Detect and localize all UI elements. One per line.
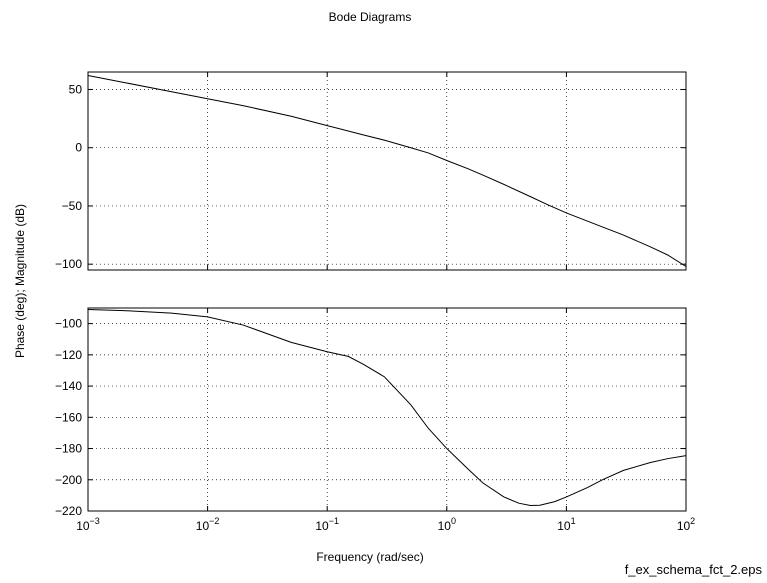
- phase-ytick-label: −180: [55, 442, 82, 456]
- phase-curve: [87, 309, 687, 507]
- phase-xtick-label: 100: [438, 516, 456, 533]
- magnitude-series: [87, 74, 687, 267]
- figure-title: Bode Diagrams: [329, 10, 412, 24]
- phase-ytick-label: −200: [55, 473, 82, 487]
- phase-xtick-label: 102: [677, 516, 695, 533]
- y-axis-label: Phase (deg); Magnitude (dB): [13, 204, 27, 358]
- phase-ytick-label: −140: [55, 379, 82, 393]
- phase-ticks: [87, 308, 687, 512]
- magnitude-curve: [87, 74, 687, 267]
- magnitude-axes-box: [87, 71, 687, 271]
- magnitude-ytick-label: 0: [75, 141, 82, 155]
- phase-xtick-label: 10−1: [315, 516, 339, 533]
- magnitude-tick-labels: 50 0 −50 −100: [55, 82, 82, 271]
- x-axis-label: Frequency (rad/sec): [316, 550, 423, 564]
- magnitude-ytick-label: −100: [55, 257, 82, 271]
- phase-axes-box: [87, 307, 687, 512]
- magnitude-ytick-label: 50: [69, 82, 83, 96]
- phase-xtick-label: 101: [557, 516, 575, 533]
- footer-filename: f_ex_schema_fct_2.eps: [625, 562, 763, 577]
- phase-ytick-label: −120: [55, 348, 82, 362]
- phase-tick-labels: 10−3 10−2 10−1 100 101 102 −100 −120 −140 −160 −18…: [55, 317, 695, 533]
- phase-xtick-label: 10−3: [76, 516, 100, 533]
- magnitude-ticks: [87, 72, 687, 270]
- magnitude-ytick-label: −50: [62, 199, 83, 213]
- phase-ytick-label: −220: [55, 504, 82, 518]
- phase-xtick-label: 10−2: [196, 516, 220, 533]
- phase-ytick-label: −160: [55, 410, 82, 424]
- magnitude-grid: [88, 72, 686, 270]
- phase-series: [87, 309, 687, 507]
- magnitude-plot: 50 0 −50 −100: [55, 71, 687, 271]
- phase-plot: 10−3 10−2 10−1 100 101 102 −100 −120 −140 −160 −18…: [55, 307, 695, 533]
- phase-ytick-label: −100: [55, 317, 82, 331]
